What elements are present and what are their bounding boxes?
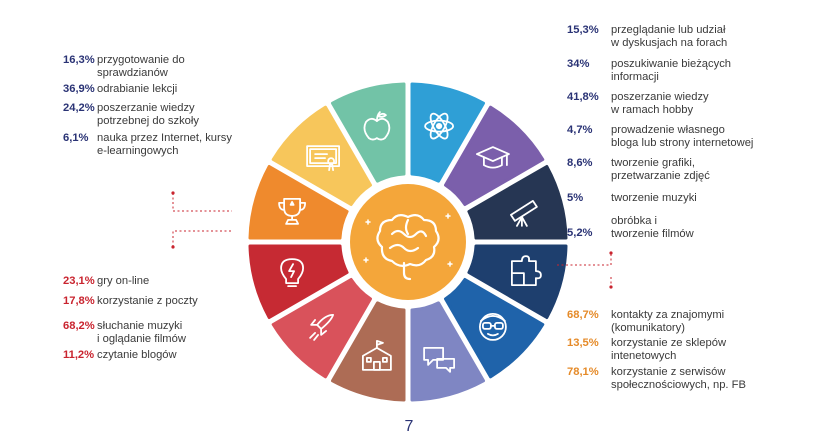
puzzle-icon: [511, 255, 542, 287]
item-value: 6,1%: [63, 132, 89, 144]
item-label: przygotowanie do sprawdzianów: [97, 54, 185, 79]
list-item: 41,8% poszerzanie wiedzy w ramach hobby: [567, 91, 820, 116]
item-label: obróbka i tworzenie filmów: [611, 215, 694, 240]
connector-lines: [172, 193, 612, 287]
item-label: prowadzenie własnego bloga lub strony int…: [611, 124, 754, 149]
connector-entertainment: [172, 230, 232, 247]
wheel-segment: [444, 278, 545, 379]
item-value: 5%: [567, 192, 584, 204]
connector-interests: [557, 253, 612, 266]
graduation-cap-icon: [475, 146, 510, 169]
school-building-icon: [361, 339, 392, 371]
item-label: przeglądanie lub udział w dyskusjach na f…: [611, 24, 728, 49]
list-item: 24,2% poszerzanie wiedzy potrzebnej do sz…: [63, 102, 323, 127]
page-number: 7: [404, 418, 414, 435]
item-value: 68,2%: [63, 320, 95, 332]
item-label: poszerzanie wiedzy potrzebnej do szkoły: [97, 102, 199, 127]
item-value: 15,3%: [567, 24, 599, 36]
list-item: 23,1% gry on-line: [63, 275, 323, 288]
item-label: poszerzanie wiedzy w ramach hobby: [611, 91, 709, 116]
list-item: 8,6% tworzenie grafiki, przetwarzanie zdj…: [567, 157, 820, 182]
nerd-face-icon: [478, 312, 507, 341]
item-value: 41,8%: [567, 91, 599, 103]
item-value: 4,7%: [567, 124, 593, 136]
item-value: 68,7%: [567, 309, 599, 321]
list-item: 4,7% prowadzenie własnego bloga lub stron…: [567, 124, 820, 149]
item-label: odrabianie lekcji: [97, 83, 178, 95]
item-label: korzystanie ze sklepów intenetowych: [611, 337, 727, 362]
item-label: poszukiwanie bieżących informacji: [611, 58, 732, 83]
item-value: 16,3%: [63, 54, 95, 66]
chat-bubbles-icon: [423, 346, 456, 373]
item-value: 17,8%: [63, 295, 95, 307]
item-value: 36,9%: [63, 83, 95, 95]
list-item: 15,3% przeglądanie lub udział w dyskusjac…: [567, 24, 820, 49]
item-label: korzystanie z poczty: [97, 295, 198, 307]
item-label: tworzenie grafiki, przetwarzanie zdjęć: [611, 157, 710, 182]
item-label: czytanie blogów: [97, 349, 177, 361]
wheel-segment: [467, 165, 568, 240]
connector-dots: [171, 191, 613, 289]
wheel-segment: [271, 105, 372, 206]
item-value: 23,1%: [63, 275, 95, 287]
item-label: nauka przez Internet, kursy e-learningowy…: [97, 132, 232, 157]
wheel-segment: [248, 165, 349, 240]
apple-icon: [363, 111, 391, 141]
rocket-icon: [309, 313, 335, 341]
list-item: 36,9% odrabianie lekcji: [63, 83, 323, 96]
wheel-icons: [278, 111, 542, 373]
list-item: 68,2% słuchanie muzyki i oglądanie filmów: [63, 320, 323, 345]
item-value: 13,5%: [567, 337, 599, 349]
item-label: tworzenie muzyki: [611, 192, 697, 204]
item-value: 78,1%: [567, 366, 599, 378]
list-item: 16,3% przygotowanie do sprawdzianów: [63, 54, 323, 79]
item-value: 24,2%: [63, 102, 95, 114]
item-value: 5,2%: [567, 227, 593, 239]
item-label: korzystanie z serwisów społecznościowych,…: [611, 366, 746, 391]
item-value: 34%: [567, 58, 590, 70]
list-item: 13,5% korzystanie ze sklepów intenetowych: [567, 337, 820, 362]
connector-school: [172, 193, 232, 212]
certificate-icon: [306, 145, 341, 172]
item-value: 8,6%: [567, 157, 593, 169]
wheel-segment: [444, 105, 545, 206]
wheel-segment: [331, 82, 406, 183]
list-item: 34% poszukiwanie bieżących informacji: [567, 58, 820, 83]
wheel-center: [350, 184, 466, 300]
wheel-segment: [467, 244, 568, 319]
wheel-segment: [410, 301, 485, 402]
atom-icon: [424, 112, 455, 140]
list-item: 78,1% korzystanie z serwisów społeczności…: [567, 366, 820, 391]
list-item: 17,8% korzystanie z poczty: [63, 295, 323, 308]
item-label: kontakty za znajomymi (komunikatory): [611, 309, 725, 334]
list-item: 5% tworzenie muzyki: [567, 192, 820, 205]
item-label: gry on-line: [97, 275, 150, 287]
telescope-icon: [510, 199, 538, 227]
list-item: 6,1% nauka przez Internet, kursy e-learni…: [63, 132, 323, 157]
list-item: 68,7% kontakty za znajomymi (komunikatory…: [567, 309, 820, 334]
item-value: 11,2%: [63, 349, 95, 361]
wheel-segment: [331, 301, 406, 402]
list-item: 5,2% obróbka i tworzenie filmów: [567, 215, 820, 240]
trophy-icon: [278, 197, 307, 225]
lightbulb-icon: [280, 258, 305, 288]
brain-icon: [363, 213, 453, 281]
list-item: 11,2% czytanie blogów: [63, 349, 323, 362]
item-label: słuchanie muzyki i oglądanie filmów: [97, 320, 186, 345]
wheel-segments: [248, 82, 568, 402]
